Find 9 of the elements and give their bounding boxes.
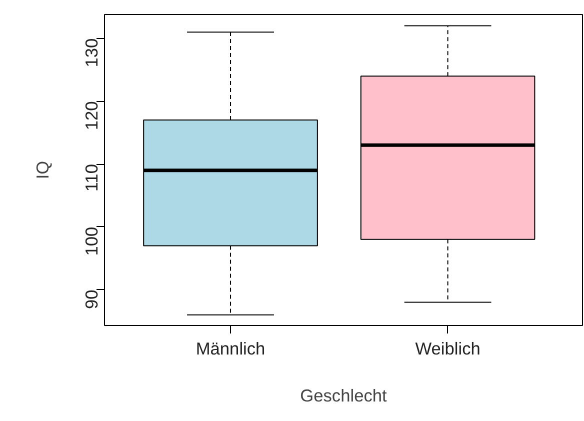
- x-tick-label: Weiblich: [415, 338, 480, 358]
- x-axis-title: Geschlecht: [300, 386, 388, 406]
- y-tick-label: 100: [82, 226, 102, 256]
- y-tick-label: 90: [82, 290, 102, 309]
- y-tick-label: 130: [82, 38, 102, 68]
- y-axis-title: IQ: [32, 160, 52, 180]
- y-tick-label: 120: [82, 101, 102, 130]
- x-tick-label: Männlich: [196, 338, 266, 358]
- y-tick-label: 110: [82, 164, 102, 192]
